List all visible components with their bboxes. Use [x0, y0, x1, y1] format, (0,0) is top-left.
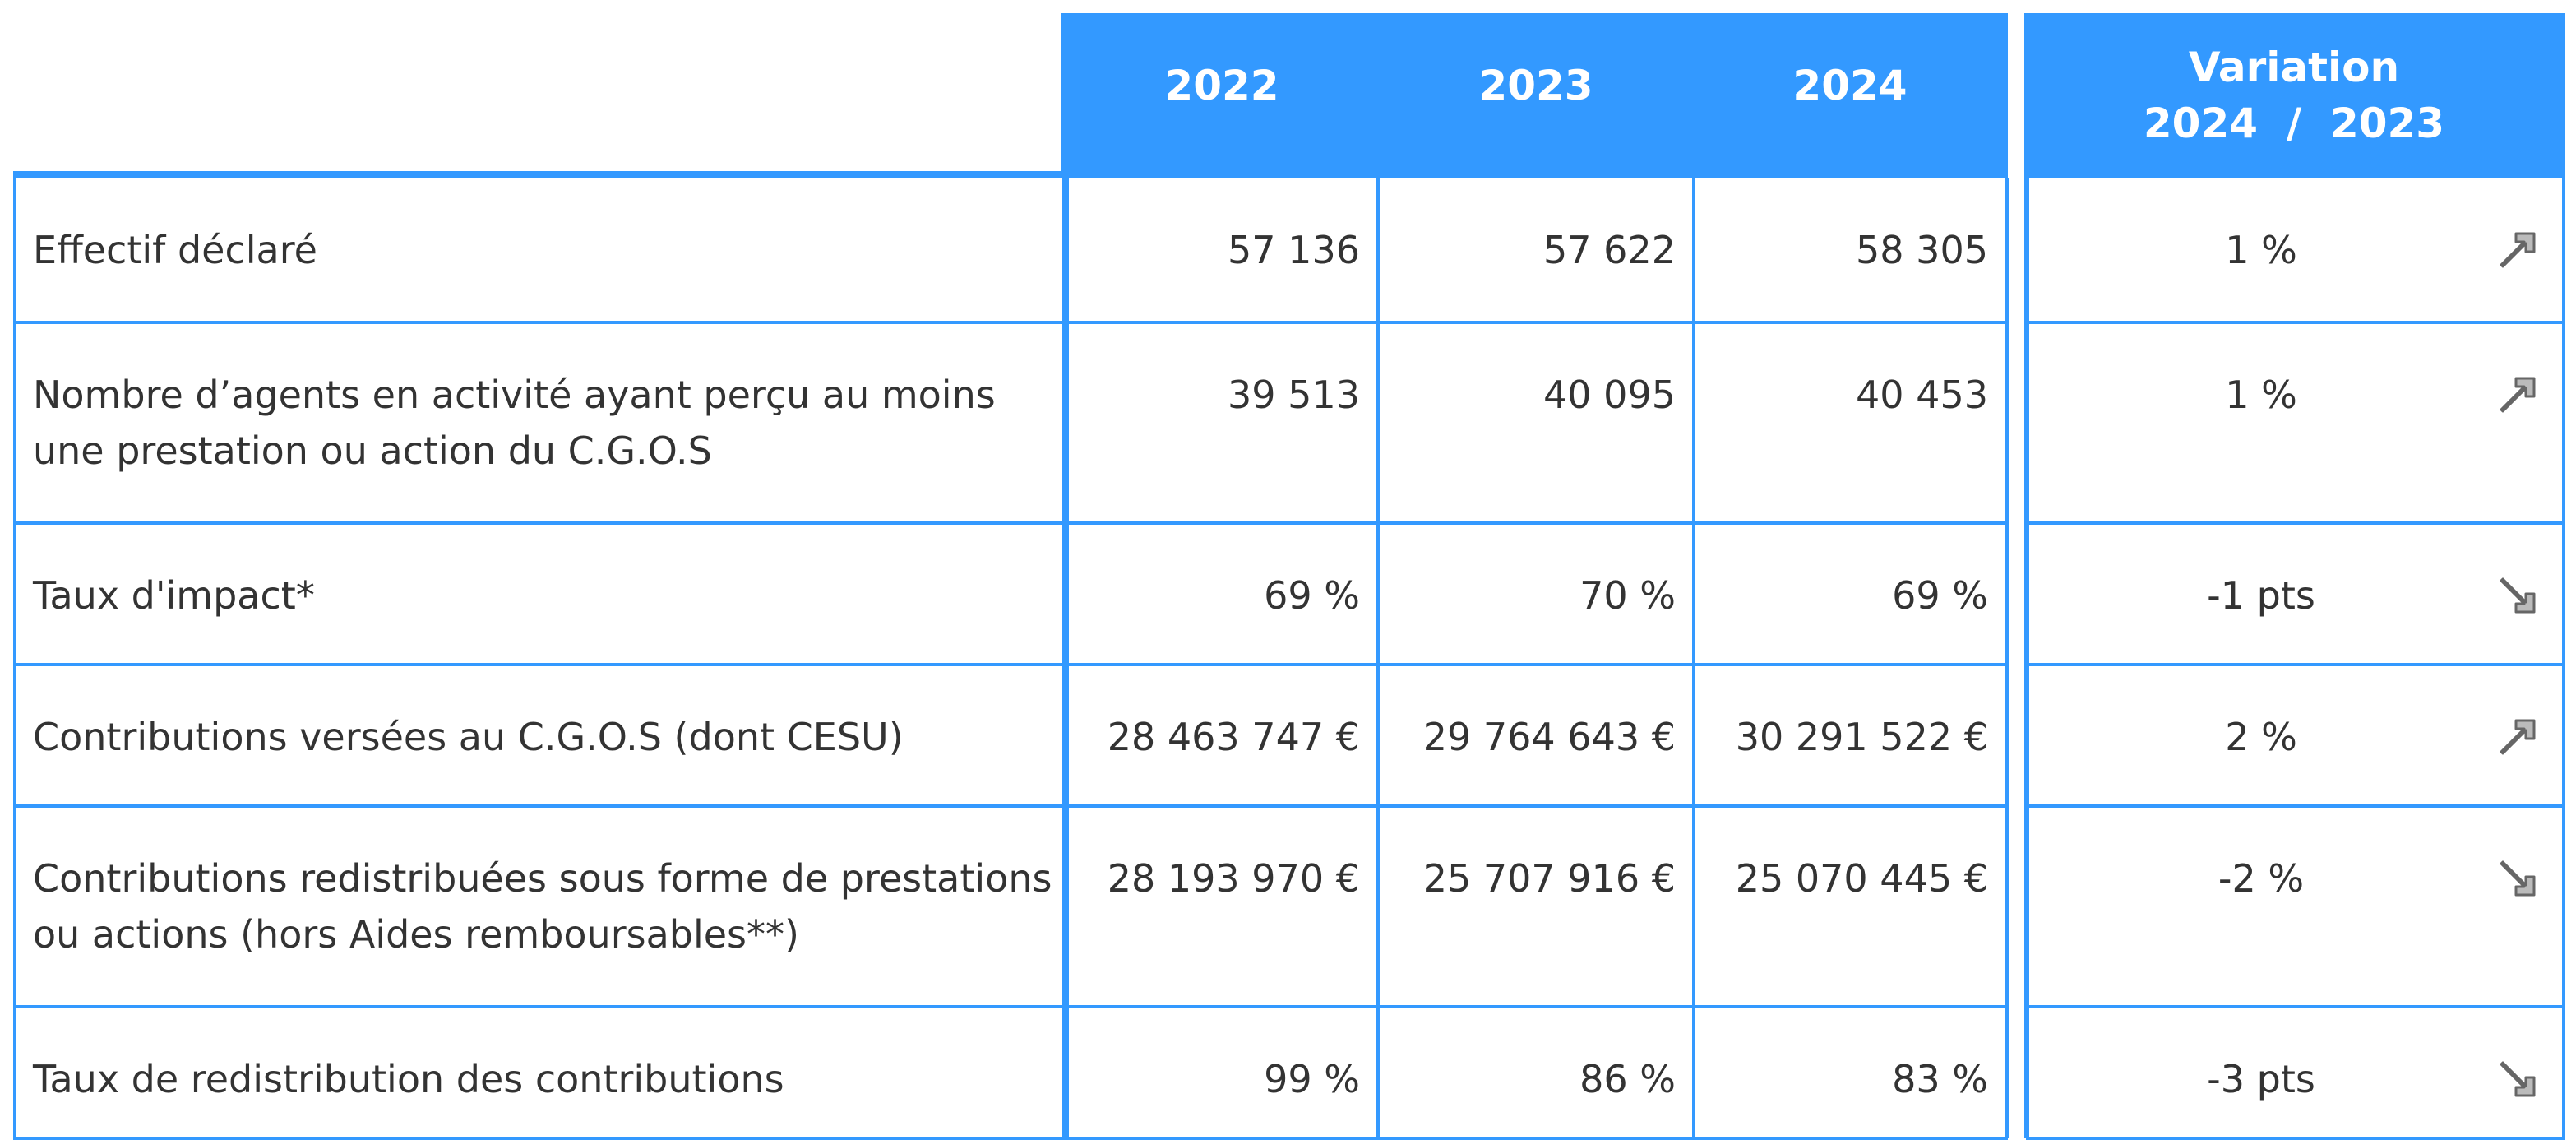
row-label: Contributions redistribuées sous forme d… — [33, 856, 1052, 957]
row-label: Taux d'impact* — [33, 573, 315, 618]
row-variation: -1 pts — [2207, 573, 2315, 618]
row-label: Nombre d’agents en activité ayant perçu … — [33, 373, 996, 473]
row-value: 40 453 — [1856, 373, 1988, 417]
trend-icon — [2500, 377, 2536, 413]
header-rule — [13, 171, 1066, 178]
trend-icon — [2500, 577, 2536, 614]
row-label: Contributions versées au C.G.O.S (dont C… — [33, 715, 904, 759]
row-line — [13, 663, 2008, 666]
column-line — [2562, 178, 2565, 1138]
column-line — [1062, 178, 1069, 1138]
row-label: Taux de redistribution des contributions — [33, 1057, 784, 1101]
row-line — [2026, 663, 2565, 666]
row-line — [2026, 1137, 2565, 1140]
column-line — [1376, 178, 1380, 1138]
column-line — [13, 178, 16, 1138]
year-header-label: 2022 — [1164, 62, 1279, 109]
year-header-label: 2023 — [1478, 62, 1593, 109]
trend-arrow — [2495, 1056, 2541, 1102]
row-value: 86 % — [1579, 1057, 1676, 1101]
row-value: 83 % — [1892, 1057, 1988, 1101]
row-value: 39 513 — [1228, 373, 1360, 417]
row-value: 28 463 747 € — [1107, 715, 1360, 759]
row-line — [13, 1005, 2008, 1008]
row-value: 30 291 522 € — [1735, 715, 1988, 759]
row-value: 57 136 — [1228, 228, 1360, 272]
row-label: Effectif déclaré — [33, 228, 317, 272]
year-header-label: 2024 — [1792, 62, 1908, 109]
trend-icon — [2500, 860, 2536, 897]
row-line — [13, 804, 2008, 808]
trend-arrow — [2495, 855, 2541, 901]
trend-arrow — [2495, 372, 2541, 418]
row-value: 57 622 — [1543, 228, 1676, 272]
row-value: 40 095 — [1543, 373, 1676, 417]
year-header — [1061, 13, 2008, 178]
trend-arrow — [2495, 572, 2541, 619]
row-line — [2026, 1005, 2565, 1008]
row-value: 69 % — [1892, 573, 1988, 618]
row-value: 70 % — [1579, 573, 1676, 618]
row-value: 69 % — [1264, 573, 1360, 618]
row-line — [2026, 804, 2565, 808]
row-variation: -2 % — [2218, 856, 2305, 901]
trend-icon — [2500, 719, 2536, 755]
row-line — [13, 1137, 2008, 1140]
column-line — [2005, 178, 2009, 1138]
row-value: 25 707 916 € — [1422, 856, 1676, 901]
trend-arrow — [2495, 227, 2541, 273]
variation-header-label: 2024 / 2023 — [2143, 100, 2445, 147]
column-line — [2024, 178, 2029, 1138]
column-line — [1692, 178, 1695, 1138]
row-variation: -3 pts — [2207, 1057, 2315, 1101]
row-value: 99 % — [1264, 1057, 1360, 1101]
row-line — [2026, 321, 2565, 324]
variation-header — [2024, 13, 2565, 178]
trend-icon — [2500, 232, 2536, 268]
row-line — [13, 521, 2008, 525]
trend-icon — [2500, 1061, 2536, 1097]
row-variation: 1 % — [2225, 228, 2297, 272]
row-value: 28 193 970 € — [1107, 856, 1360, 901]
row-value: 25 070 445 € — [1735, 856, 1988, 901]
row-variation: 2 % — [2225, 715, 2297, 759]
trend-arrow — [2495, 714, 2541, 760]
row-line — [2026, 521, 2565, 525]
row-variation: 1 % — [2225, 373, 2297, 417]
row-value: 58 305 — [1856, 228, 1988, 272]
row-line — [13, 321, 2008, 324]
row-value: 29 764 643 € — [1422, 715, 1676, 759]
variation-header-label: Variation — [2188, 44, 2400, 91]
